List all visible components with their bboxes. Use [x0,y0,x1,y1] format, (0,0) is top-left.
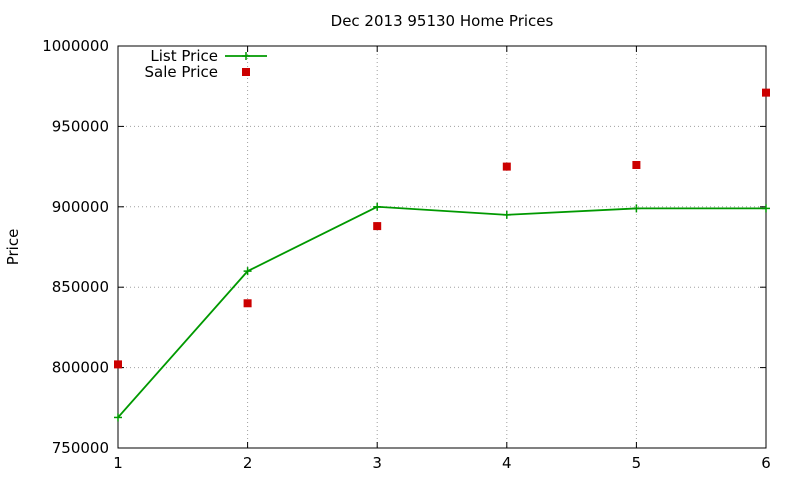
list-price-point [373,202,382,211]
x-tick-label: 1 [113,454,123,472]
y-axis-label: Price [4,229,22,266]
list-price-point [114,413,122,422]
y-tick-label: 900000 [52,198,109,216]
list-price-point [243,267,252,276]
y-tick-label: 850000 [52,278,109,296]
legend-square-marker [242,68,250,76]
sale-price-point [243,299,252,308]
sale-price-point [632,160,641,169]
legend-label: Sale Price [145,63,218,81]
sale-price-point [762,88,770,97]
x-tick-label: 2 [243,454,253,472]
y-tick-label: 800000 [52,359,109,377]
series-layer [114,88,770,422]
y-tick-label: 750000 [52,439,109,457]
series-list-price [114,202,770,422]
axis-ticks: 750000 800000 850000 900000 950000 1000000 1 2 3… [42,37,771,472]
series-sale-price [114,88,770,369]
plot-frame [117,45,767,449]
legend-label: List Price [150,47,218,65]
legend-plus-marker [242,52,250,60]
x-tick-label: 6 [761,454,771,472]
y-tick-label: 950000 [52,117,109,135]
sale-price-point [114,360,122,369]
list-price-point [762,204,770,213]
list-price-point [632,204,641,213]
list-price-line [117,205,766,419]
x-tick-label: 3 [372,454,382,472]
grid-lines [118,46,766,448]
y-tick-label: 1000000 [42,37,109,55]
x-tick-label: 5 [632,454,642,472]
list-price-point [502,210,511,219]
sale-price-point [373,222,382,231]
x-tick-label: 4 [502,454,512,472]
chart-title: Dec 2013 95130 Home Prices [331,12,554,30]
sale-price-point [502,162,511,171]
